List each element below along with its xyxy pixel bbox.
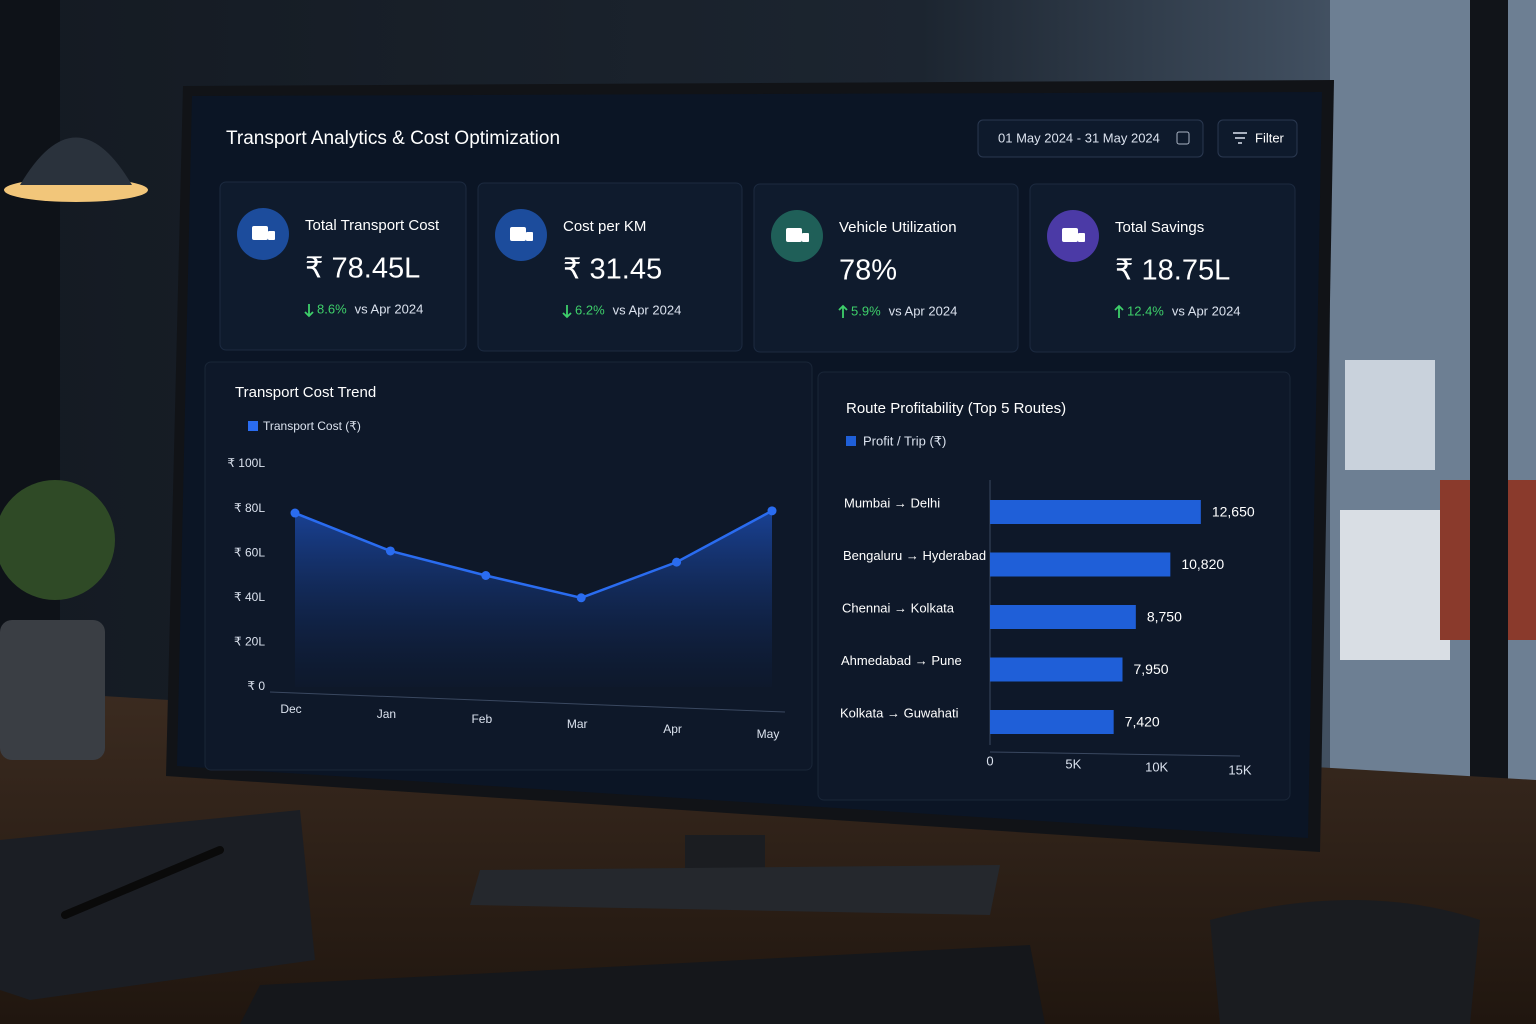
mug bbox=[1210, 900, 1480, 1024]
x-tick-label: 15K bbox=[1228, 762, 1251, 777]
value-label: 10,820 bbox=[1181, 556, 1224, 572]
y-tick-label: ₹ 100L bbox=[227, 456, 265, 470]
x-tick-label: Dec bbox=[280, 702, 301, 716]
kpi-title: Total Savings bbox=[1115, 219, 1204, 236]
pen bbox=[61, 846, 224, 919]
kpi-trend-arrow bbox=[1114, 304, 1124, 318]
filter-button[interactable] bbox=[1217, 119, 1298, 158]
x-tick-label: Apr bbox=[663, 722, 682, 736]
category-label: Ahmedabad → Pune bbox=[841, 653, 962, 668]
keyboard bbox=[240, 945, 1045, 1024]
notebook bbox=[0, 810, 315, 1000]
value-label: 7,950 bbox=[1134, 661, 1169, 677]
kpi-icon-glyph bbox=[1062, 228, 1078, 242]
kpi-icon-glyph bbox=[526, 232, 533, 241]
plant-pot bbox=[0, 620, 105, 760]
kpi-change: 8.6% bbox=[317, 301, 347, 316]
legend-label: Transport Cost (₹) bbox=[263, 419, 361, 433]
kpi-change: 6.2% bbox=[575, 302, 605, 317]
value-label: 12,650 bbox=[1212, 504, 1255, 520]
kpi-icon-glyph bbox=[510, 227, 526, 241]
kpi-value: ₹ 78.45L bbox=[305, 253, 420, 285]
dashboard: Transport Analytics & Cost Optimization … bbox=[204, 119, 1298, 801]
legend-swatch bbox=[846, 436, 856, 446]
truck bbox=[1345, 360, 1435, 470]
y-tick-label: ₹ 40L bbox=[234, 590, 265, 604]
x-tick-label: 5K bbox=[1065, 756, 1081, 771]
area bbox=[295, 510, 772, 687]
kpi-value: ₹ 31.45 bbox=[563, 254, 662, 286]
plant bbox=[0, 480, 115, 600]
chart-panel bbox=[817, 371, 1291, 801]
chart-title: Route Profitability (Top 5 Routes) bbox=[846, 400, 1066, 417]
point bbox=[385, 546, 395, 556]
bar bbox=[990, 710, 1114, 734]
category-label: Bengaluru → Hyderabad bbox=[843, 548, 986, 563]
truck bbox=[1340, 510, 1450, 660]
x-tick-label: Mar bbox=[567, 717, 588, 731]
value-label: 8,750 bbox=[1147, 609, 1182, 625]
x-axis bbox=[269, 691, 786, 713]
filter-label[interactable]: Filter bbox=[1255, 130, 1285, 145]
bar bbox=[990, 500, 1201, 524]
point bbox=[767, 506, 777, 516]
kpi-icon-glyph bbox=[802, 233, 809, 242]
kpi-trend-arrow bbox=[304, 304, 314, 318]
y-tick-label: ₹ 60L bbox=[234, 545, 265, 559]
x-tick-label: 0 bbox=[986, 753, 993, 768]
x-tick-label: 10K bbox=[1145, 759, 1168, 774]
kpi-trend-arrow bbox=[838, 304, 848, 318]
kpi-icon-glyph bbox=[268, 231, 275, 240]
kpi-change: 5.9% bbox=[851, 303, 881, 318]
kpi-compare: vs Apr 2024 bbox=[889, 303, 958, 318]
window-frame bbox=[1470, 0, 1508, 800]
category-label: Mumbai → Delhi bbox=[844, 495, 940, 510]
x-tick-label: May bbox=[757, 727, 780, 741]
y-tick-label: ₹ 80L bbox=[234, 501, 265, 515]
lamp bbox=[20, 137, 132, 185]
legend-label: Profit / Trip (₹) bbox=[863, 433, 946, 448]
kpi-compare: vs Apr 2024 bbox=[1172, 303, 1241, 318]
calendar-icon[interactable] bbox=[1176, 131, 1190, 145]
line bbox=[294, 509, 773, 600]
point bbox=[481, 571, 491, 580]
point bbox=[576, 593, 586, 603]
kpi-title: Cost per KM bbox=[563, 218, 646, 235]
category-label: Chennai → Kolkata bbox=[842, 600, 955, 615]
bar bbox=[990, 657, 1123, 682]
point bbox=[290, 508, 300, 518]
y-tick-label: ₹ 0 bbox=[247, 679, 265, 693]
date-range[interactable]: 01 May 2024 - 31 May 2024 bbox=[998, 130, 1160, 145]
kpi-icon-glyph bbox=[252, 226, 268, 240]
kpi-title: Total Transport Cost bbox=[305, 217, 440, 234]
x-axis bbox=[989, 751, 1241, 757]
category-label: Kolkata → Guwahati bbox=[840, 705, 959, 720]
monitor-base bbox=[470, 865, 1000, 915]
kpi-title: Vehicle Utilization bbox=[839, 219, 957, 236]
kpi-icon-glyph bbox=[786, 228, 802, 242]
kpi-compare: vs Apr 2024 bbox=[613, 302, 682, 317]
kpi-change: 12.4% bbox=[1127, 303, 1164, 318]
bar bbox=[990, 552, 1171, 577]
x-tick-label: Jan bbox=[377, 707, 396, 721]
kpi-value: 78% bbox=[839, 255, 897, 287]
bar bbox=[990, 605, 1136, 629]
page-title: Transport Analytics & Cost Optimization bbox=[226, 128, 560, 149]
filter-icon[interactable] bbox=[1233, 132, 1247, 144]
kpi-trend-arrow bbox=[562, 305, 572, 319]
kpi-value: ₹ 18.75L bbox=[1115, 255, 1230, 287]
value-label: 7,420 bbox=[1125, 714, 1160, 730]
y-tick-label: ₹ 20L bbox=[234, 635, 265, 649]
kpi-icon-glyph bbox=[1078, 233, 1085, 242]
date-picker[interactable] bbox=[977, 119, 1204, 158]
point bbox=[672, 557, 682, 567]
legend-swatch bbox=[248, 421, 258, 431]
kpi-compare: vs Apr 2024 bbox=[355, 301, 424, 316]
x-tick-label: Feb bbox=[471, 712, 492, 726]
chart-title: Transport Cost Trend bbox=[235, 384, 376, 401]
